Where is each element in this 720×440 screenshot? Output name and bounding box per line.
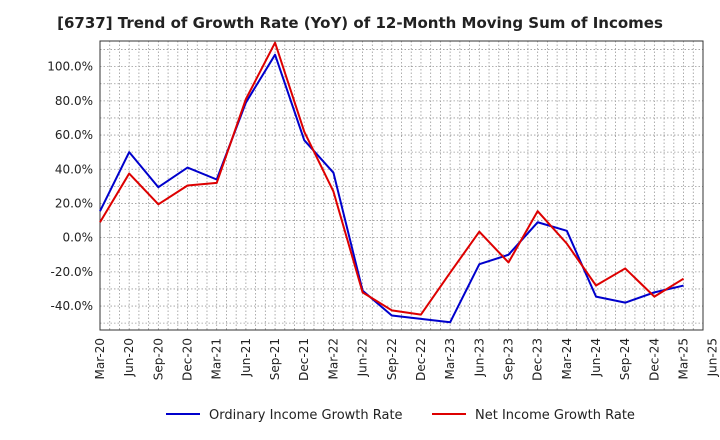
x-tick-label: Jun-21 <box>239 338 253 377</box>
y-axis-tick-labels: 100.0% 80.0% 60.0% 40.0% 20.0% 0.0% -20.0% -40.… <box>47 60 93 313</box>
x-tick-label: Mar-24 <box>560 338 574 379</box>
x-axis-tick-labels: Mar-20 Jun-20 Sep-20 Dec-20 Mar-21 Jun-21 Sep-… <box>93 338 720 381</box>
legend: Ordinary Income Growth Rate Net Income Gr… <box>166 408 635 423</box>
x-tick-label: Jun-23 <box>472 338 486 377</box>
y-tick-label: 60.0% <box>55 128 93 142</box>
x-tick-label: Dec-20 <box>181 338 195 381</box>
net-income-line <box>99 41 685 316</box>
ordinary-income-line <box>99 53 684 324</box>
y-tick-label: -20.0% <box>51 265 93 279</box>
y-tick-label: -40.0% <box>51 299 93 313</box>
x-tick-label: Sep-23 <box>501 338 515 380</box>
series-lines <box>99 41 685 324</box>
legend-label: Net Income Growth Rate <box>475 408 635 423</box>
x-tick-label: Mar-25 <box>677 338 691 379</box>
x-tick-label: Jun-24 <box>589 338 603 377</box>
x-tick-label: Mar-22 <box>326 338 340 379</box>
x-tick-label: Dec-22 <box>414 338 428 381</box>
plot-area-frame <box>99 40 704 331</box>
x-tick-label: Mar-23 <box>443 338 457 379</box>
x-tick-label: Jun-25 <box>706 338 720 377</box>
y-tick-label: 0.0% <box>63 231 94 245</box>
y-tick-label: 20.0% <box>55 196 93 210</box>
x-tick-label: Jun-22 <box>356 338 370 377</box>
x-tick-label: Sep-20 <box>151 338 165 380</box>
x-tick-label: Mar-20 <box>93 338 107 379</box>
x-tick-label: Dec-21 <box>297 338 311 381</box>
grid-lines <box>99 41 704 330</box>
x-tick-label: Sep-24 <box>618 338 632 380</box>
legend-label: Ordinary Income Growth Rate <box>209 408 403 423</box>
chart-title: [6737] Trend of Growth Rate (YoY) of 12-… <box>57 14 663 32</box>
y-tick-label: 100.0% <box>47 60 93 74</box>
x-tick-label: Dec-24 <box>647 338 661 381</box>
x-tick-label: Dec-23 <box>531 338 545 381</box>
x-tick-label: Sep-22 <box>385 338 399 380</box>
x-tick-label: Mar-21 <box>210 338 224 379</box>
y-tick-label: 40.0% <box>55 162 93 176</box>
x-tick-label: Sep-21 <box>268 338 282 380</box>
y-tick-label: 80.0% <box>55 94 93 108</box>
x-tick-label: Jun-20 <box>122 338 136 377</box>
